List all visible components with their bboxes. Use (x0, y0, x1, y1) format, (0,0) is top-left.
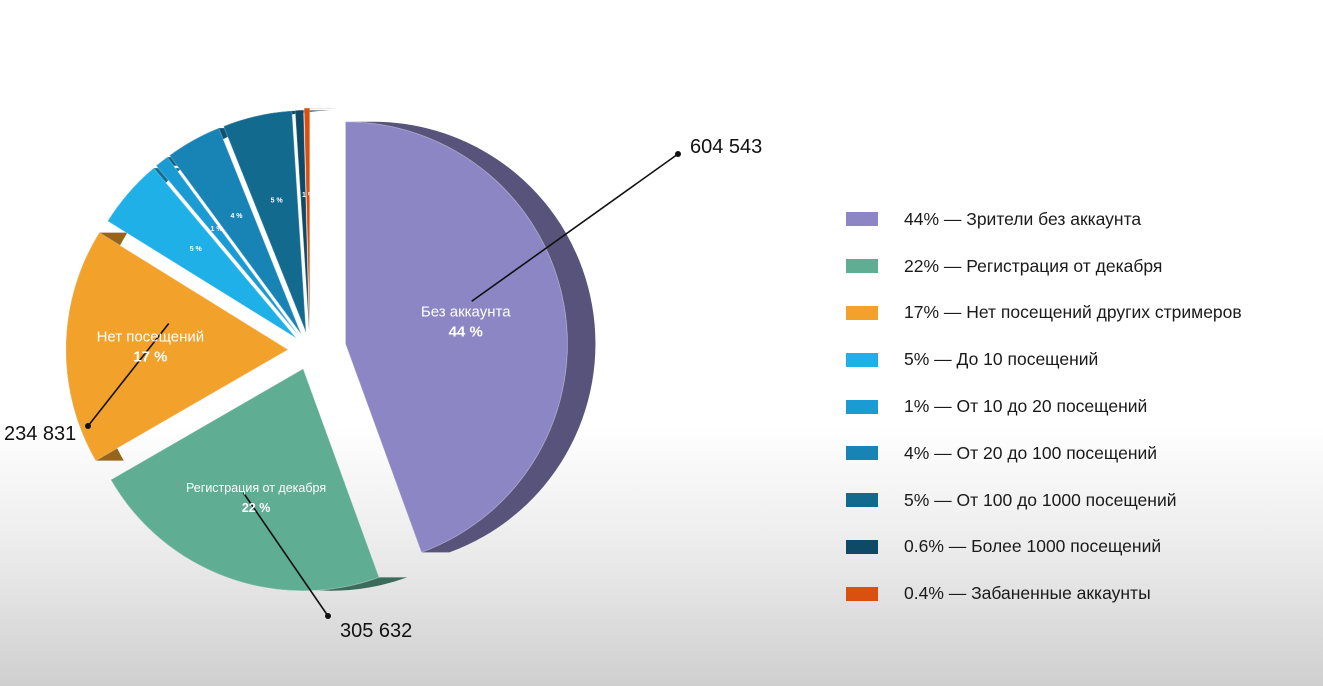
slice-label: Регистрация от декабря (186, 481, 326, 495)
legend-swatch (846, 352, 878, 367)
legend-swatch (846, 586, 878, 601)
callout-dot (325, 613, 331, 619)
legend-item: 5% — До 10 посещений (846, 336, 1316, 383)
callout-dot (85, 423, 91, 429)
legend-item: 4% — От 20 до 100 посещений (846, 430, 1316, 477)
legend-swatch (846, 493, 878, 508)
slice-percent-small: 1 % (211, 226, 224, 233)
pie-slice (303, 107, 311, 331)
legend-item: 44% — Зрители без аккаунта (846, 196, 1316, 243)
callout-leader-line (242, 492, 329, 617)
callout-value-december: 305 632 (340, 620, 413, 642)
legend-item: 0.6% — Более 1000 посещений (846, 524, 1316, 571)
callout-leader-line (87, 323, 170, 427)
legend-label: 1% — От 10 до 20 посещений (904, 396, 1148, 417)
slice-percent-small: 4 % (230, 213, 243, 220)
legend-label: 17% — Нет посещений других стримеров (904, 302, 1242, 323)
legend-swatch (846, 446, 878, 461)
pie-slice (294, 109, 310, 333)
legend-label: 22% — Регистрация от декабря (904, 255, 1163, 276)
slice-percent: 17 % (133, 348, 167, 365)
slice-percent-small: 1 % (302, 192, 315, 199)
slice-percent-small: 5 % (190, 246, 203, 253)
pie-slice (110, 368, 380, 592)
legend-swatch (846, 539, 878, 554)
legend-item: 22% — Регистрация от декабря (846, 243, 1316, 290)
legend-label: 5% — До 10 посещений (904, 349, 1099, 370)
pie-slice (155, 156, 300, 337)
legend-label: 44% — Зрители без аккаунта (904, 208, 1142, 229)
pie-slice (168, 127, 302, 335)
legend-swatch (846, 305, 878, 320)
legend: 44% — Зрители без аккаунта 22% — Регистр… (846, 196, 1316, 617)
slice-percent-small: 5 % (271, 198, 284, 205)
legend-label: 0.4% — Забаненные аккаунты (904, 583, 1151, 604)
legend-item: 17% — Нет посещений других стримеров (846, 290, 1316, 337)
slice-percent: 44 % (449, 324, 483, 341)
callout-leader-line (471, 153, 679, 302)
pie-slice (107, 167, 297, 339)
callout-dot (675, 151, 681, 157)
pie-slice (65, 231, 289, 462)
pie-slice (344, 121, 568, 554)
legend-item: 0.4% — Забаненные аккаунты (846, 570, 1316, 617)
legend-label: 0.6% — Более 1000 посещений (904, 536, 1162, 557)
legend-swatch (846, 212, 878, 227)
callout-value-no-account: 604 543 (690, 136, 763, 158)
pie-slice (222, 110, 307, 333)
callout-value-no-visits: 234 831 (4, 423, 77, 445)
legend-label: 5% — От 100 до 1000 посещений (904, 489, 1177, 510)
slice-label: Без аккаунта (421, 304, 511, 321)
legend-item: 1% — От 10 до 20 посещений (846, 383, 1316, 430)
legend-item: 5% — От 100 до 1000 посещений (846, 477, 1316, 524)
legend-label: 4% — От 20 до 100 посещений (904, 442, 1158, 463)
legend-swatch (846, 399, 878, 414)
legend-swatch (846, 259, 878, 274)
slice-percent: 22 % (242, 501, 271, 515)
slice-label: Нет посещений (97, 328, 205, 345)
